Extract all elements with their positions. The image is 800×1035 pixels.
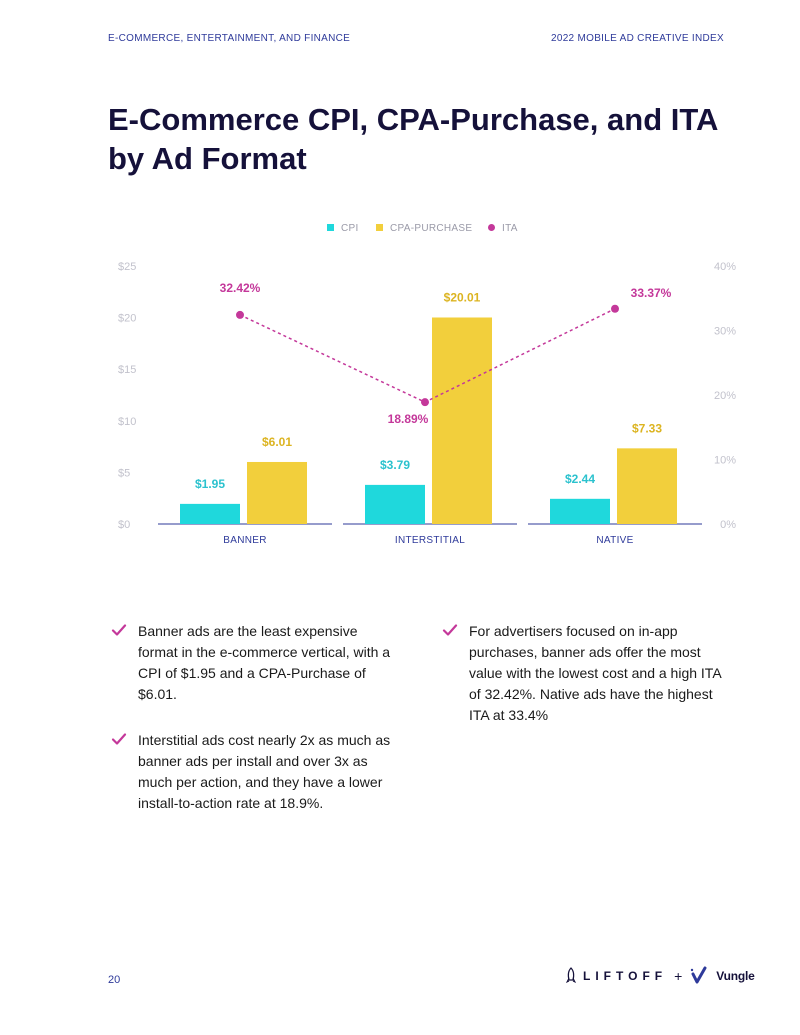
cpi-data-label: $1.95 [195,477,225,491]
category-label: NATIVE [596,535,633,546]
rocket-icon [566,967,576,984]
section-header: E-COMMERCE, ENTERTAINMENT, AND FINANCE [108,33,351,44]
legend-swatch [327,224,334,231]
bullet-item: Interstitial ads cost nearly 2x as much … [111,730,400,814]
right-axis-tick-label: 30% [714,326,736,338]
cpa-purchase-bar [247,461,307,524]
right-axis-tick-label: 0% [720,519,736,531]
legend-swatch [376,224,383,231]
ita-data-label: 18.89% [388,412,429,426]
page-title: E-Commerce CPI, CPA-Purchase, and ITA by… [108,102,718,176]
category-label: INTERSTITIAL [395,535,465,546]
check-icon [111,624,127,636]
check-icon [442,624,458,636]
legend-label: CPI [341,223,359,234]
left-axis-tick-label: $15 [118,364,136,376]
bullet-text: Interstitial ads cost nearly 2x as much … [138,732,391,811]
ita-series-line [239,308,616,403]
legend-swatch [488,224,495,231]
page-number: 20 [108,974,121,986]
liftoff-logo-text: LIFTOFF [583,969,668,983]
left-axis-tick-label: $10 [118,416,136,428]
right-axis-tick-label: 10% [714,455,736,467]
cpa-purchase-data-label: $7.33 [632,421,662,435]
ita-data-label: 32.42% [220,281,261,295]
cpa-purchase-data-label: $20.01 [444,290,481,304]
cpa-purchase-bar [617,448,677,524]
left-axis-tick-label: $5 [118,467,130,479]
category-label: BANNER [223,535,266,546]
bullet-text: Banner ads are the least expensive forma… [138,623,391,702]
ita-point [236,310,244,319]
ita-point [421,398,429,407]
right-axis-tick-label: 40% [714,261,736,273]
legend-label: ITA [502,223,518,234]
left-axis-tick-label: $0 [118,519,130,531]
check-icon [111,733,127,745]
ita-data-label: 33.37% [631,286,672,300]
left-axis-tick-label: $20 [118,313,136,325]
bullet-text: For advertisers focused on in-app purcha… [469,623,721,723]
cpa-purchase-data-label: $6.01 [262,435,292,449]
cpa-purchase-bar [432,317,492,524]
legend-label: CPA-PURCHASE [390,223,472,234]
right-axis-tick-label: 20% [714,390,736,402]
plus-sign: + [674,968,683,984]
cpi-data-label: $3.79 [380,458,410,472]
report-header: 2022 MOBILE AD CREATIVE INDEX [550,33,724,44]
bullet-item: For advertisers focused on in-app purcha… [442,621,721,726]
cpi-bar [365,484,425,524]
combo-chart: $0 $5 $10 $15 $20 $25 0% 10% 20% 30% 40% BANNER $1.9… [118,223,736,546]
bullet-item: Banner ads are the least expensive forma… [111,621,400,705]
footer-logo: LIFTOFF + Vungle [566,966,755,986]
vungle-mark-icon [691,966,707,984]
cpi-bar [550,498,610,524]
left-axis-tick-label: $25 [118,261,136,273]
cpi-bar [180,503,240,524]
vungle-logo-text: Vungle [716,969,755,983]
cpi-data-label: $2.44 [565,472,595,486]
ita-point [611,304,619,313]
